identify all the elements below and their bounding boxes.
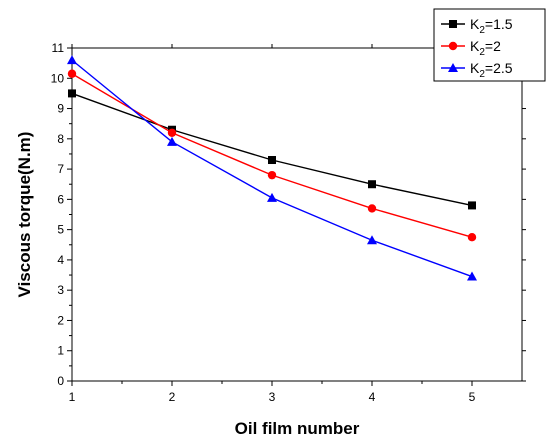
legend-marker-1 xyxy=(449,20,457,28)
data-point-series-3 xyxy=(267,192,277,202)
plot-frame xyxy=(71,47,523,382)
y-tick-label: 0 xyxy=(57,374,64,388)
legend-label-main: K xyxy=(470,60,480,76)
y-tick-label: 10 xyxy=(51,71,65,85)
data-point-series-3 xyxy=(467,271,477,281)
x-tick-label: 3 xyxy=(269,390,276,404)
legend-label-rest: =2.5 xyxy=(485,60,513,76)
y-tick-label: 3 xyxy=(57,283,64,297)
x-tick-label: 1 xyxy=(69,390,76,404)
data-point-series-2 xyxy=(67,69,77,78)
y-tick-label: 11 xyxy=(52,41,65,55)
data-point-series-1 xyxy=(468,201,476,210)
y-axis-title: Viscous torque(N.m) xyxy=(15,132,34,298)
legend-label-3: K2=2.5 xyxy=(470,60,513,80)
data-point-series-1 xyxy=(368,180,376,189)
data-point-series-2 xyxy=(267,170,277,180)
y-tick-label: 7 xyxy=(57,162,64,176)
series-group xyxy=(67,55,477,281)
y-tick-label: 2 xyxy=(57,313,64,327)
legend-label-1: K2=1.5 xyxy=(470,16,513,36)
y-tick-label: 1 xyxy=(57,344,64,358)
legend-marker-2 xyxy=(448,41,458,51)
data-point-series-3 xyxy=(167,136,177,146)
legend-group: K2=1.5K2=2K2=2.5 xyxy=(433,8,546,82)
data-point-series-1 xyxy=(68,89,76,98)
legend-label-subscript: 2 xyxy=(479,69,485,80)
legend-label-main: K xyxy=(470,38,480,54)
series-line-3 xyxy=(71,59,473,278)
y-tick-label: 9 xyxy=(57,102,64,116)
legend-label-main: K xyxy=(470,16,480,32)
y-tick-label: 5 xyxy=(57,223,64,237)
data-point-series-2 xyxy=(167,128,177,137)
series-line-2 xyxy=(71,73,473,238)
x-tick-label: 5 xyxy=(469,390,476,404)
series-line-1 xyxy=(71,92,473,207)
data-point-series-3 xyxy=(67,55,77,65)
y-tick-label: 4 xyxy=(57,253,64,267)
y-tick-label: 8 xyxy=(57,132,64,146)
data-point-series-2 xyxy=(367,204,377,213)
legend-label-subscript: 2 xyxy=(479,25,485,36)
data-point-series-3 xyxy=(367,235,377,245)
legend-label-rest: =2 xyxy=(485,38,501,54)
x-tick-label: 2 xyxy=(169,390,176,404)
x-axis-title: Oil film number xyxy=(235,419,360,438)
legend-label-subscript: 2 xyxy=(479,47,485,58)
legend-label-2: K2=2 xyxy=(470,38,501,58)
x-tick-label: 4 xyxy=(369,390,376,404)
y-tick-label: 6 xyxy=(57,192,64,206)
data-point-series-1 xyxy=(268,156,276,165)
legend-label-rest: =1.5 xyxy=(485,16,513,32)
data-point-series-2 xyxy=(467,233,477,242)
legend-marker-3 xyxy=(448,63,458,72)
